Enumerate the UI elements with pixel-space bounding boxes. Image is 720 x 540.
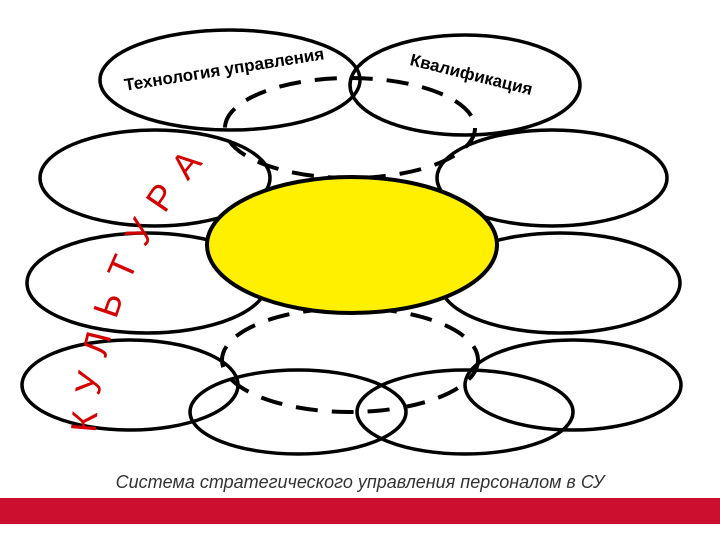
ellipse-label: Технология управления <box>123 44 326 94</box>
petal-ellipse <box>22 340 238 430</box>
petal-ellipse <box>350 35 580 135</box>
caption-text: Система стратегического управления персо… <box>0 472 720 493</box>
red-bar <box>0 498 720 524</box>
ellipse-label: Квалификация <box>408 50 534 99</box>
diagram-canvas: Технология управления Квалификация К У Л Ь… <box>0 0 720 540</box>
arc-text-kultura: К У Л Ь Т У Р А <box>63 140 211 434</box>
diagram-svg: Технология управления Квалификация К У Л Ь… <box>0 0 720 540</box>
dashed-ellipse <box>222 308 478 412</box>
center-ellipse <box>207 177 497 313</box>
